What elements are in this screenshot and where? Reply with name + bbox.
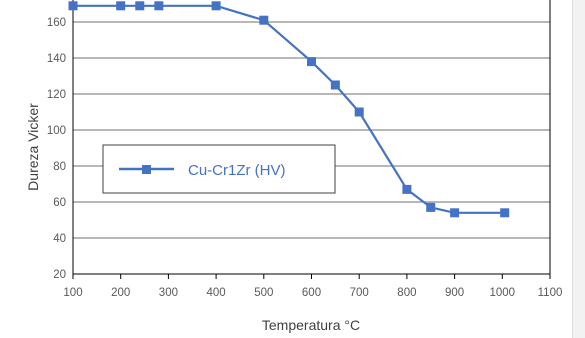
legend: Cu-Cr1Zr (HV) xyxy=(102,144,336,194)
x-tick-label: 600 xyxy=(302,287,321,299)
data-point xyxy=(307,57,316,67)
x-tick-label: 900 xyxy=(445,287,464,299)
data-point xyxy=(426,202,436,212)
x-tick-label: 500 xyxy=(254,287,273,299)
x-tick-label: 800 xyxy=(397,287,416,299)
y-tick-label: 40 xyxy=(53,233,66,245)
data-point xyxy=(68,1,78,11)
legend-label: Cu-Cr1Zr (HV) xyxy=(188,162,286,179)
data-point xyxy=(500,208,510,218)
data-point xyxy=(330,80,340,90)
y-tick-label: 100 xyxy=(47,125,66,137)
x-tick-label: 300 xyxy=(159,287,178,299)
y-tick-label: 80 xyxy=(53,161,66,173)
y-tick-label: 120 xyxy=(47,89,66,101)
data-point xyxy=(354,107,364,117)
x-tick-label: 400 xyxy=(207,287,226,299)
grid xyxy=(73,21,550,239)
x-tick-labels: 100 200 300 400 500 600 700 800 900 1000 1100 xyxy=(63,287,562,299)
y-tick-label: 140 xyxy=(47,53,66,65)
y-tick-label: 60 xyxy=(53,197,66,209)
data-point xyxy=(211,1,221,11)
data-point xyxy=(450,208,460,218)
x-axis-title: Temperatura °C xyxy=(262,317,360,333)
y-tick-label: 160 xyxy=(47,17,66,29)
data-point xyxy=(116,1,126,11)
data-point xyxy=(259,15,269,25)
x-tick-label: 1000 xyxy=(490,287,516,299)
axes xyxy=(72,0,551,279)
x-tick-label: 1100 xyxy=(538,287,563,299)
data-point xyxy=(402,184,412,194)
x-tick-label: 100 xyxy=(63,287,82,299)
side-panel-strip xyxy=(572,0,585,338)
data-point xyxy=(135,1,145,11)
legend-marker-swatch xyxy=(142,165,151,174)
y-tick-labels: 20 40 60 80 100 120 140 160 xyxy=(47,17,66,281)
x-tick-label: 700 xyxy=(350,287,369,299)
y-tick-label: 20 xyxy=(53,269,66,281)
x-tick-label: 200 xyxy=(111,287,130,299)
series xyxy=(68,1,510,218)
y-axis-title: Dureza Vicker xyxy=(25,103,41,191)
data-point xyxy=(154,1,164,11)
